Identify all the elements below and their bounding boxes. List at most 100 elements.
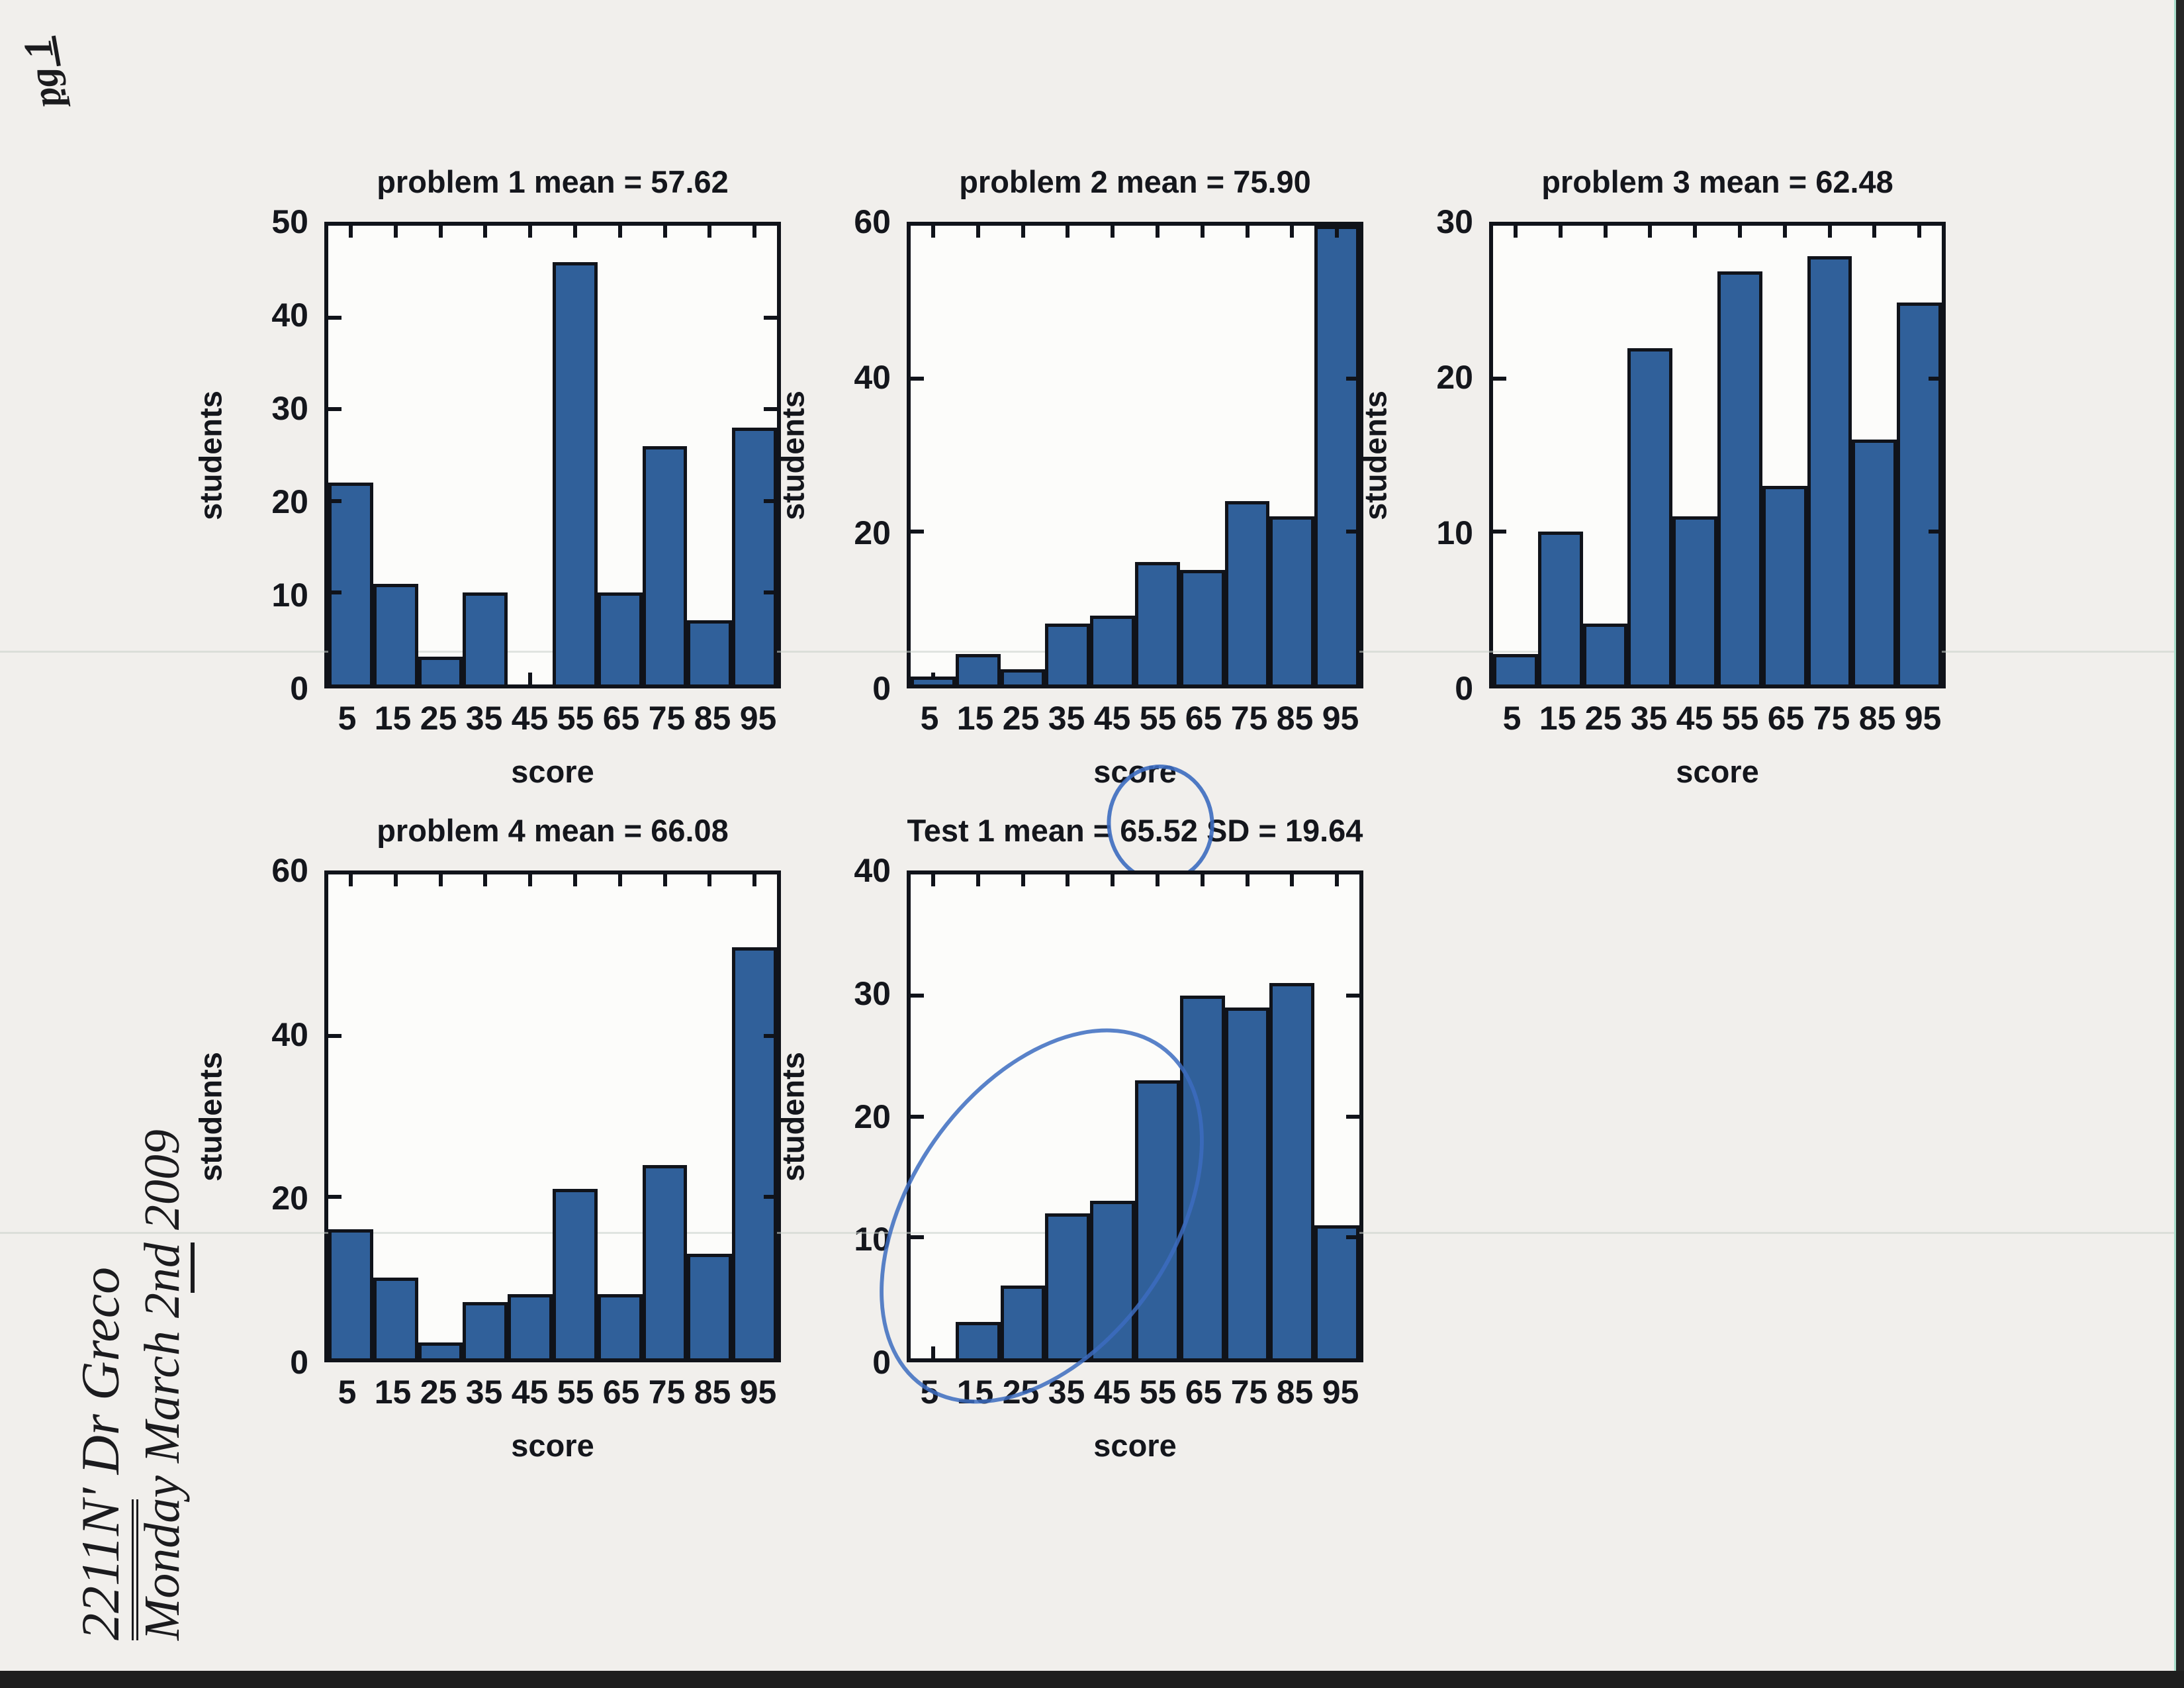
circled-mean-value: 65.52 — [1101, 760, 1219, 888]
x-axis-label: score — [1676, 754, 1759, 789]
y-tick-mark — [764, 498, 777, 503]
x-tick-label: 75 — [1230, 1374, 1268, 1411]
x-tick-mark — [348, 226, 353, 238]
histogram-bar — [1897, 302, 1942, 684]
course-number: 2211N — [70, 1499, 138, 1640]
x-tick-label: 75 — [1230, 700, 1268, 737]
x-tick-mark — [1200, 874, 1205, 886]
y-tick-mark — [764, 1033, 777, 1038]
plot-area — [324, 870, 781, 1362]
y-tick-label: 60 — [271, 852, 308, 889]
x-tick-mark — [483, 874, 488, 886]
x-tick-mark — [976, 226, 980, 238]
x-tick-mark — [617, 874, 622, 886]
x-tick-label: 95 — [1322, 1374, 1359, 1411]
histogram-bar — [642, 1164, 688, 1358]
histogram-bar — [911, 677, 956, 684]
x-tick-label: 5 — [338, 1374, 357, 1411]
y-tick-mark — [1493, 376, 1506, 381]
histogram-bar — [1852, 440, 1897, 684]
y-tick-label: 10 — [1436, 514, 1473, 551]
x-tick-mark — [707, 226, 712, 238]
x-tick-mark — [1603, 226, 1608, 238]
histogram-problem-3: problem 3 mean = 62.48 students score 0 10 20… — [1358, 164, 1946, 789]
x-tick-label: 65 — [1185, 700, 1222, 737]
x-tick-label: 35 — [465, 1374, 503, 1411]
date-year: 2009 — [134, 1129, 190, 1243]
y-tick-mark — [328, 1033, 341, 1038]
y-tick-mark — [911, 993, 924, 998]
histogram-bar — [597, 1293, 643, 1358]
histogram-bar — [1090, 616, 1135, 684]
histogram-bar — [1135, 1080, 1180, 1358]
histogram-bar — [1179, 569, 1225, 684]
chart-title: problem 4 mean = 66.08 — [377, 813, 729, 848]
histogram-bar — [1717, 271, 1762, 684]
histogram-bar — [687, 1253, 733, 1358]
histogram-bar — [418, 657, 463, 684]
y-tick-label: 60 — [854, 203, 891, 240]
plot-area — [907, 222, 1363, 688]
x-tick-label: 35 — [465, 700, 503, 737]
x-tick-mark — [1111, 226, 1115, 238]
histogram-bar — [463, 1301, 508, 1358]
histogram-bar — [373, 1278, 418, 1358]
x-tick-mark — [1155, 226, 1160, 238]
y-tick-mark — [328, 407, 341, 412]
x-tick-mark — [528, 874, 533, 886]
histogram-bar — [955, 653, 1001, 684]
histogram-bar — [1493, 653, 1538, 684]
x-tick-mark — [1245, 874, 1250, 886]
x-tick-label: 45 — [1093, 1374, 1131, 1411]
x-tick-label: 15 — [374, 700, 412, 737]
histogram-bar — [1090, 1201, 1135, 1358]
histogram-bar — [687, 620, 733, 684]
y-tick-label: 0 — [290, 670, 308, 707]
y-tick-label: 40 — [271, 297, 308, 334]
histogram-problem-2: problem 2 mean = 75.90 students score 0 20 40… — [776, 164, 1363, 789]
y-tick-mark — [911, 376, 924, 381]
x-tick-mark — [931, 874, 935, 886]
x-tick-label: 15 — [374, 1374, 412, 1411]
histogram-bar — [463, 592, 508, 684]
histogram-bar — [553, 262, 598, 684]
x-tick-mark — [1066, 874, 1070, 886]
x-tick-label: 55 — [557, 1374, 594, 1411]
date-text: Monday March 2 — [134, 1293, 190, 1640]
y-tick-label: 0 — [1455, 670, 1473, 707]
plot-area — [1489, 222, 1946, 688]
histogram-bar — [1314, 1225, 1359, 1358]
histogram-bar — [1269, 983, 1315, 1358]
x-tick-label: 5 — [338, 700, 357, 737]
x-tick-mark — [483, 226, 488, 238]
x-tick-label: 85 — [1276, 1374, 1314, 1411]
x-tick-label: 25 — [1002, 1374, 1040, 1411]
y-tick-mark — [911, 529, 924, 534]
x-tick-label: 65 — [1185, 1374, 1222, 1411]
histogram-bar — [1537, 532, 1583, 684]
x-tick-mark — [528, 226, 533, 238]
histogram-bar — [1762, 485, 1807, 684]
x-tick-mark — [1558, 226, 1563, 238]
x-tick-mark — [1693, 226, 1698, 238]
x-tick-label: 75 — [1813, 700, 1850, 737]
y-tick-label: 30 — [1436, 203, 1473, 240]
x-tick-mark — [1111, 874, 1115, 886]
y-tick-label: 20 — [854, 514, 891, 551]
x-tick-label: 55 — [557, 700, 594, 737]
note-line-course: 2211N' Dr Greco — [69, 1005, 138, 1640]
x-tick-label: 5 — [920, 1374, 939, 1411]
x-tick-label: 15 — [1539, 700, 1576, 737]
x-axis-label: score — [511, 1428, 594, 1463]
histogram-problem-4: problem 4 mean = 66.08 students score 0 20 40… — [193, 813, 781, 1463]
y-tick-mark — [911, 1114, 924, 1119]
x-tick-label: 5 — [1502, 700, 1522, 737]
y-tick-mark — [1346, 1114, 1359, 1119]
histogram-bar — [1045, 1213, 1091, 1358]
x-tick-mark — [931, 1346, 935, 1358]
x-tick-label: 25 — [420, 700, 457, 737]
y-tick-label: 50 — [271, 203, 308, 240]
x-tick-label: 85 — [1276, 700, 1314, 737]
plot-area — [324, 222, 781, 688]
y-tick-label: 40 — [854, 852, 891, 889]
